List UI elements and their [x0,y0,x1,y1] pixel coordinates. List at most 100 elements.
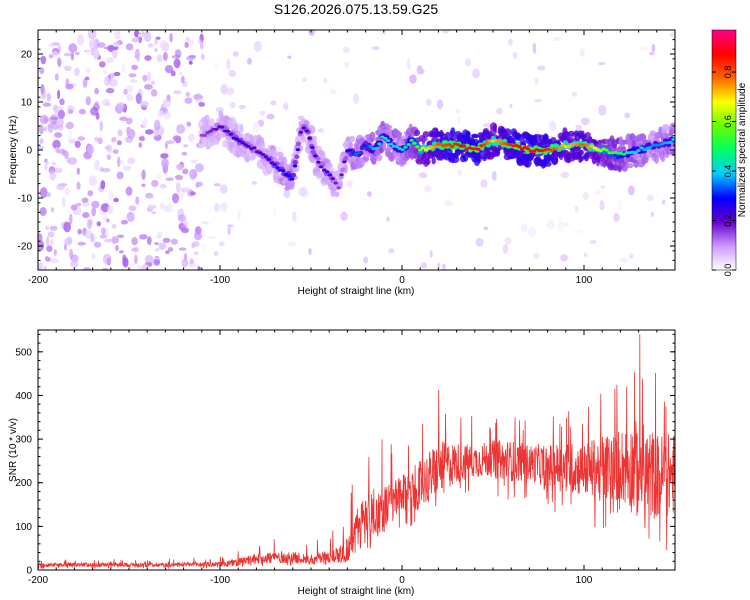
heatmap-cell [151,179,159,187]
snr-y-axis: 0 100 200 300 400 500 [15,333,675,577]
heatmap-cell [112,149,119,154]
heatmap-cell [158,242,167,250]
heatmap-cell [648,145,653,149]
heatmap-cell [304,129,309,133]
heatmap-cell [491,170,497,181]
heatmap-cell [93,241,102,248]
heatmap-cell [582,192,589,201]
heatmap-cell [51,42,60,46]
heatmap-cell [375,154,383,162]
heatmap-cell [126,126,132,135]
heatmap-cell [621,161,629,172]
heatmap-cell [178,247,187,251]
heatmap-cell [317,128,324,133]
heatmap-cell [49,238,54,247]
heatmap-cell [126,211,135,222]
heatmap-cell [125,186,133,196]
x-tick-label: -100 [210,275,230,286]
heatmap-cell [75,202,82,207]
heatmap-cell [116,140,122,146]
heatmap-cell [444,131,451,142]
heatmap-cell [571,91,578,97]
heatmap-cell [527,226,537,238]
heatmap-cell [84,229,92,239]
heatmap-cell [455,108,461,114]
heatmap-cell [226,224,234,228]
heatmap-cell [144,55,152,61]
heatmap-cell [579,149,584,156]
heatmap-cell [138,142,143,148]
heatmap-cell [194,226,202,235]
heatmap-cell [327,173,333,177]
heatmap-cell [108,191,114,202]
heatmap-cell [281,169,286,173]
heatmap-cell [106,57,114,64]
heatmap-cell [86,219,93,229]
heatmap-cell [407,57,411,69]
heatmap-cell [238,133,244,139]
heatmap-cell [668,140,673,144]
colorbar-tick-label: 0.2 [723,214,733,227]
heatmap-cell [139,234,148,240]
heatmap-cell [167,247,174,252]
colorbar-tick-label: 0.4 [723,165,733,178]
heatmap-cell [131,64,139,71]
snr-series [38,334,675,569]
heatmap-cell [43,126,48,132]
heatmap-cell [283,102,289,111]
heatmap-cell [172,193,179,204]
heatmap-cell [154,119,161,131]
heatmap-cell [342,47,350,54]
heatmap-cell [480,179,488,188]
heatmap-cell [292,164,298,168]
heatmap-cell [589,144,595,148]
heatmap-cell [176,124,186,134]
heatmap-cell [143,31,152,43]
heatmap-cell [287,174,292,178]
heatmap-cell [356,151,362,155]
heatmap-cell [186,121,192,127]
heatmap-cell [429,145,434,149]
heatmap-cell [53,249,57,256]
heatmap-cell [422,131,430,138]
heatmap-cell [183,144,188,148]
heatmap-cell [325,162,333,169]
heatmap-cell [140,101,149,108]
heatmap-cell [154,242,160,246]
heatmap-cell [420,146,426,150]
heatmap-cell [131,237,138,246]
heatmap-cell [91,200,100,209]
heatmap-cell [69,213,73,225]
heatmap-cell [287,241,296,247]
heatmap-cell [87,190,94,197]
heatmap-cell [173,58,181,69]
heatmap-cell [106,154,112,161]
heatmap-cell [319,165,324,169]
x-tick-label: 0 [399,575,405,586]
heatmap-cell [44,256,49,262]
heatmap-cell [252,146,257,150]
heatmap-cell [142,117,148,128]
heatmap-cell [121,63,126,73]
heatmap-cell [113,197,119,203]
heatmap-cell [156,54,163,63]
heatmap-cell [64,243,67,251]
heatmap-cell [62,196,66,208]
heatmap-cell [175,174,184,181]
heatmap-cell [121,219,128,225]
heatmap-cell [234,123,239,132]
snr-x-axis: -200 -100 0 100 [28,330,676,586]
heatmap-cell [137,33,144,38]
heatmap-cell [170,238,178,245]
heatmap-cell [57,109,65,120]
heatmap-cell [188,60,193,65]
heatmap-cell [232,51,239,57]
heatmap-cell [509,103,513,109]
heatmap-cell [388,142,394,146]
heatmap-cell [381,142,387,151]
heatmap-cell [147,43,154,48]
heatmap-cell [141,183,146,187]
heatmap-cell [41,89,47,100]
heatmap-cell [227,226,232,236]
heatmap-cell [323,77,328,84]
